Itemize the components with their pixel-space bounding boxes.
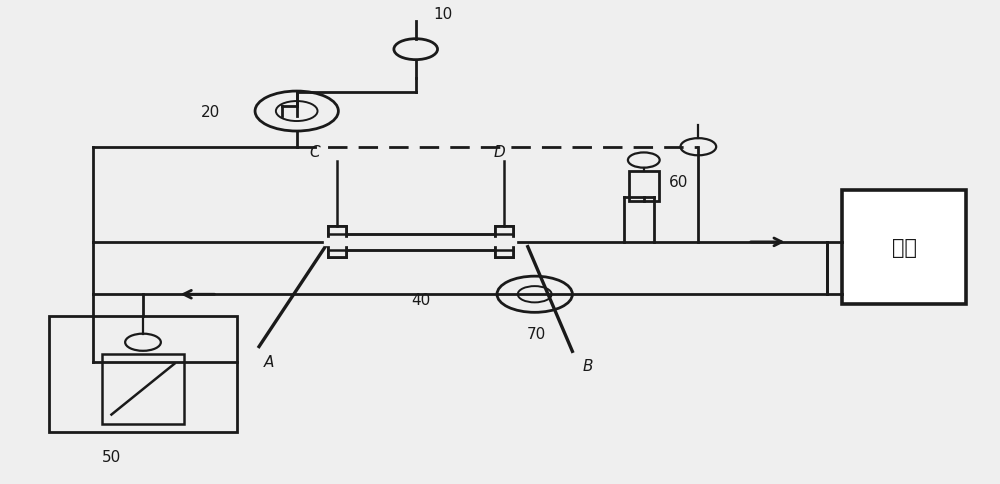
Text: C: C [310,145,320,160]
Bar [328,227,346,258]
Bar [842,190,966,304]
Text: 患者: 患者 [892,237,917,257]
Bar [328,227,346,258]
Bar [495,227,513,258]
Bar [495,227,513,258]
Bar [49,316,237,432]
Bar [629,171,659,202]
Text: 10: 10 [434,7,453,22]
Text: 70: 70 [527,327,546,342]
Text: B: B [582,359,593,374]
Text: 20: 20 [201,105,220,120]
Text: 50: 50 [102,449,121,464]
Text: 40: 40 [411,292,430,307]
Bar [102,354,184,424]
Text: A: A [264,354,274,369]
Text: D: D [494,145,506,160]
Text: 60: 60 [669,175,688,190]
